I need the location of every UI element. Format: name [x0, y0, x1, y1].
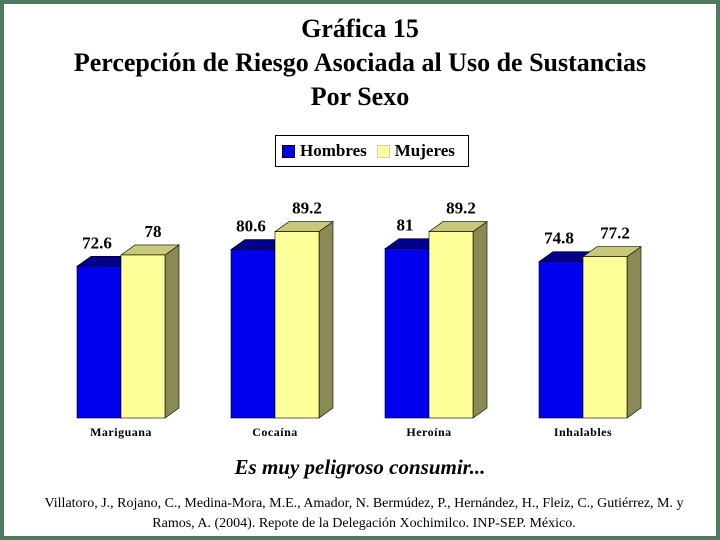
- bar-hombres-mariguana: [76, 265, 122, 419]
- bar-side-mujeres-inhalables: [626, 246, 642, 419]
- value-label-hombres-mariguana: 72.6: [82, 233, 112, 252]
- legend-swatch-hombres: [282, 144, 295, 158]
- bar-side-mujeres-mariguana: [164, 244, 180, 419]
- value-label-mujeres-cocaina: 89.2: [292, 199, 322, 218]
- chart-title-line3: Por Sexo: [310, 82, 410, 111]
- chart-subtitle: Es muy peligroso consumir...: [234, 455, 486, 479]
- bar-side-mujeres-heroina: [472, 220, 488, 419]
- chart-title-line2: Percepción de Riesgo Asociada al Uso de …: [73, 48, 647, 77]
- value-label-mujeres-heroina: 89.2: [446, 199, 476, 218]
- category-label-inhalables: Inhalables: [554, 425, 612, 439]
- citation-text: Villatoro, J., Rojano, C., Medina-Mora, …: [44, 496, 684, 531]
- bar-hombres-cocaina: [230, 249, 276, 419]
- chart-legend: Hombres Mujeres: [275, 135, 469, 167]
- bar-hombres-inhalables: [538, 261, 584, 419]
- category-label-mariguana: Mariguana: [90, 425, 152, 439]
- value-label-mujeres-mariguana: 78: [145, 222, 162, 241]
- legend-label-hombres: Hombres: [300, 141, 367, 160]
- bar-mujeres-heroina: [428, 231, 474, 419]
- value-label-hombres-heroina: 81: [397, 216, 414, 235]
- bar-side-mujeres-cocaina: [318, 220, 334, 419]
- legend-item-mujeres: Mujeres: [376, 141, 455, 161]
- chart-title-line1: Gráfica 15: [301, 14, 419, 43]
- category-label-heroina: Heroína: [406, 425, 451, 439]
- value-label-mujeres-inhalables: 77.2: [600, 224, 630, 243]
- bar-hombres-heroina: [384, 248, 430, 419]
- bar-mujeres-cocaina: [274, 231, 320, 419]
- legend-item-hombres: Hombres: [282, 141, 367, 161]
- legend-swatch-mujeres: [376, 144, 390, 158]
- legend-label-mujeres: Mujeres: [394, 141, 455, 160]
- value-label-hombres-inhalables: 74.8: [544, 229, 574, 248]
- bar-mujeres-mariguana: [120, 254, 166, 419]
- bar-mujeres-inhalables: [582, 256, 628, 419]
- category-label-cocaina: Cocaína: [252, 425, 298, 439]
- value-label-hombres-cocaina: 80.6: [236, 217, 266, 236]
